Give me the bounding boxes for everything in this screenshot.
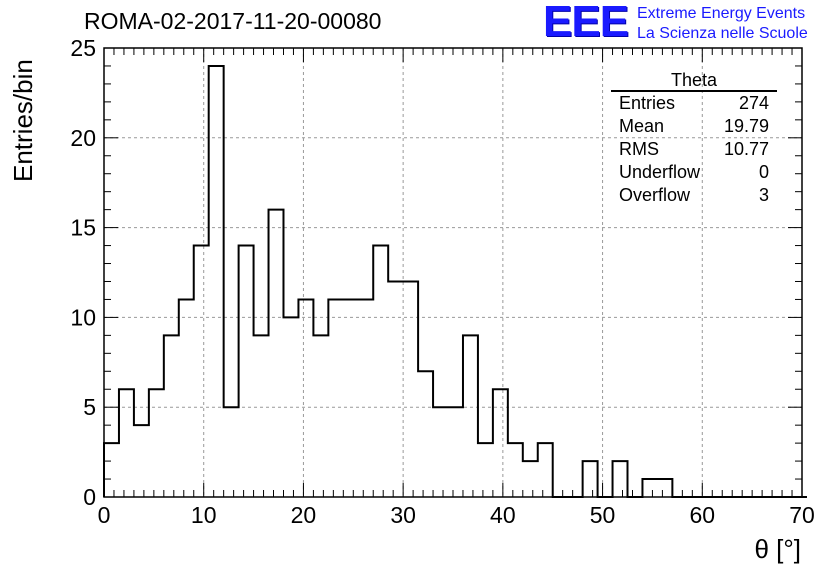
stats-label: RMS	[619, 139, 659, 159]
stats-label: Overflow	[619, 185, 691, 205]
histogram-bin	[523, 461, 538, 497]
x-tick-label: 0	[98, 502, 111, 528]
histogram-bin	[179, 299, 194, 497]
x-tick-label: 60	[689, 502, 715, 528]
histogram-bin	[418, 371, 433, 497]
y-tick-label: 20	[70, 125, 96, 151]
y-tick-label: 15	[70, 215, 96, 241]
histogram-bin	[104, 443, 119, 497]
histogram-bin	[134, 425, 149, 497]
histogram-bin	[657, 479, 672, 497]
histogram-bin	[388, 281, 403, 497]
stats-value: 274	[738, 93, 769, 113]
logo-line-1: Extreme Energy Events	[637, 5, 806, 22]
stats-value: 19.79	[723, 116, 769, 136]
y-tick-label: 25	[70, 35, 96, 61]
histogram-bin	[313, 335, 328, 497]
histogram-bin	[164, 335, 179, 497]
x-tick-label: 50	[590, 502, 616, 528]
histogram-bin	[224, 407, 239, 497]
histogram-bin	[508, 443, 523, 497]
y-tick-label: 0	[83, 484, 96, 510]
histogram-bin	[463, 335, 478, 497]
histogram-bin	[194, 246, 209, 497]
histogram-bin	[538, 443, 553, 497]
histogram-bin	[209, 66, 224, 497]
y-tick-label: 10	[70, 304, 96, 330]
histogram-bin	[358, 299, 373, 497]
stats-label: Underflow	[619, 162, 701, 182]
y-tick-label: 5	[83, 394, 96, 420]
x-tick-label: 10	[191, 502, 217, 528]
x-tick-label: 40	[490, 502, 516, 528]
histogram-bin	[298, 299, 313, 497]
histogram-bin	[149, 389, 164, 497]
histogram-bin	[403, 281, 418, 497]
stats-value: 0	[758, 162, 769, 182]
histogram-bin	[493, 389, 508, 497]
histogram-bin	[583, 461, 598, 497]
stats-label: Entries	[619, 93, 676, 113]
stats-row-overflow: Overflow 3	[611, 184, 777, 207]
x-axis-label: θ [°]	[754, 534, 801, 564]
logo-line-2: La Scienza nelle Scuole	[637, 25, 808, 42]
stats-value: 3	[758, 185, 769, 205]
x-tick-label: 70	[789, 502, 815, 528]
histogram-bin	[119, 389, 134, 497]
stats-row-rms: RMS 10.77	[611, 138, 777, 161]
histogram-bin	[328, 299, 343, 497]
histogram-bin	[254, 335, 269, 497]
histogram-bin	[448, 407, 463, 497]
histogram-bin	[239, 246, 254, 497]
histogram-bin	[373, 246, 388, 497]
histogram-bin	[343, 299, 358, 497]
histogram-bin	[433, 407, 448, 497]
histogram-bin	[613, 461, 628, 497]
stats-label: Mean	[619, 116, 665, 136]
histogram-bin	[269, 210, 284, 497]
stats-row-mean: Mean 19.79	[611, 115, 777, 138]
histogram-bin	[642, 479, 657, 497]
stats-row-underflow: Underflow 0	[611, 161, 777, 184]
plot-frame	[103, 47, 803, 498]
stats-title: Theta	[611, 70, 777, 92]
eee-logo: EEE	[543, 0, 629, 46]
stats-box: Theta Entries 274 Mean 19.79 RMS 10.77 U…	[611, 70, 777, 207]
x-tick-label: 20	[291, 502, 317, 528]
chart-title: ROMA-02-2017-11-20-00080	[84, 8, 382, 34]
x-tick-label: 30	[390, 502, 416, 528]
stats-value: 10.77	[723, 139, 769, 159]
logo-text: Extreme Energy Events La Scienza nelle S…	[637, 4, 808, 44]
y-axis-label: Entries/bin	[8, 59, 38, 182]
stats-row-entries: Entries 274	[611, 92, 777, 115]
histogram-bin	[478, 443, 493, 497]
